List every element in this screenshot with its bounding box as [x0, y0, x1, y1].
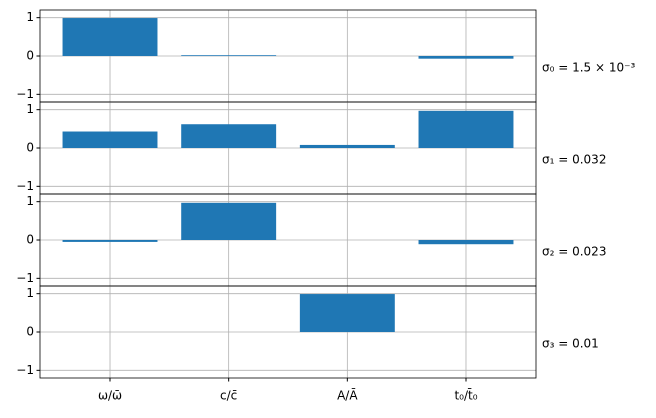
bar	[418, 240, 514, 245]
bar	[418, 110, 514, 148]
y-tick-label: 1	[26, 102, 34, 116]
bar	[181, 124, 277, 148]
bar	[418, 56, 514, 59]
bar	[299, 294, 395, 332]
y-tick-label: −1	[16, 179, 34, 193]
annotation: σ₀ = 1.5 × 10⁻³	[542, 61, 635, 75]
y-tick-label: 0	[26, 141, 34, 155]
y-tick-label: 1	[26, 194, 34, 208]
annotation: σ₃ = 0.01	[542, 337, 599, 351]
axes-frame	[39, 285, 537, 379]
y-tick-label: 1	[26, 286, 34, 300]
y-tick-label: 0	[26, 49, 34, 63]
x-tick-label: t₀/t̄₀	[454, 388, 477, 402]
bar	[299, 144, 395, 148]
x-tick-label: c/c̄	[220, 389, 237, 403]
annotation: σ₁ = 0.032	[542, 153, 606, 167]
x-tick-label: ω/ω̄	[98, 389, 122, 403]
y-tick-label: −1	[16, 87, 34, 101]
y-tick-label: 1	[26, 10, 34, 24]
x-tick-label: A/Ā	[337, 389, 358, 403]
bar	[62, 131, 158, 148]
bar	[62, 18, 158, 56]
bar	[181, 202, 277, 240]
y-tick-label: 0	[26, 325, 34, 339]
y-tick-label: −1	[16, 363, 34, 377]
bar	[181, 55, 277, 56]
annotation: σ₂ = 0.023	[542, 245, 606, 259]
bar	[62, 240, 158, 242]
y-tick-label: −1	[16, 271, 34, 285]
y-tick-label: 0	[26, 233, 34, 247]
